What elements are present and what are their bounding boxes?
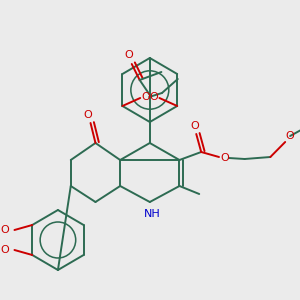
Text: O: O — [0, 225, 9, 235]
Text: O: O — [149, 92, 158, 102]
Text: O: O — [190, 121, 199, 131]
Text: O: O — [83, 110, 92, 120]
Text: O: O — [142, 92, 151, 102]
Text: O: O — [124, 50, 133, 60]
Text: NH: NH — [143, 209, 160, 219]
Text: O: O — [220, 153, 229, 163]
Text: O: O — [286, 131, 295, 141]
Text: O: O — [0, 245, 9, 255]
